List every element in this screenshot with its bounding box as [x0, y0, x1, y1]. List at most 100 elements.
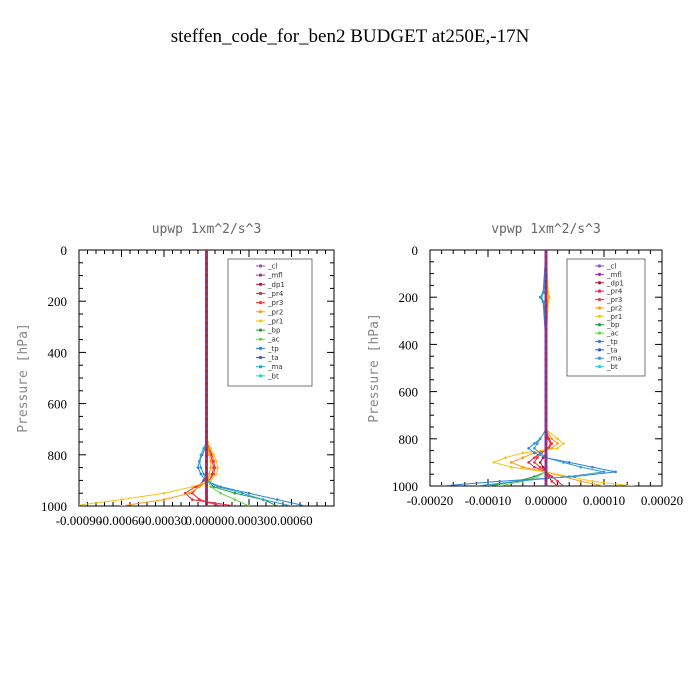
- series-point: [567, 475, 571, 478]
- series-point: [198, 459, 201, 463]
- series-point: [562, 461, 565, 464]
- series-point: [556, 479, 559, 483]
- series-point: [498, 479, 501, 483]
- series-point: [550, 475, 554, 478]
- series-point: [162, 498, 166, 501]
- series-point: [533, 456, 536, 459]
- series-point: [533, 451, 536, 455]
- legend-label: _mfl: [606, 271, 622, 279]
- legend-label: _pr3: [606, 296, 622, 304]
- series-point: [538, 437, 542, 441]
- series-point: [602, 484, 606, 486]
- series-point: [548, 295, 551, 299]
- series-point: [212, 453, 215, 457]
- series-point: [208, 453, 211, 457]
- series-point: [542, 300, 545, 304]
- series-point: [550, 437, 554, 441]
- series-point: [547, 291, 550, 294]
- series-point: [533, 465, 536, 469]
- series-point: [536, 442, 539, 445]
- legend-label: _ac: [606, 330, 619, 338]
- legend-marker: [597, 365, 602, 369]
- series-point: [199, 472, 203, 476]
- series-point: [191, 491, 194, 495]
- legend-label: _ma: [267, 363, 283, 371]
- legend-marker: [597, 272, 602, 276]
- series-point: [162, 491, 166, 495]
- legend-label: _pr1: [267, 317, 283, 325]
- series-point: [188, 491, 191, 495]
- legend-marker: [597, 306, 602, 310]
- legend-marker: [258, 365, 263, 369]
- series-point: [212, 459, 215, 463]
- y-tick-label: 600: [48, 397, 68, 412]
- y-tick-label: 1000: [41, 499, 67, 514]
- series-point: [562, 484, 565, 486]
- series-point: [191, 498, 194, 501]
- legend: _cl_mfl_dp1_pr4_pr3_pr2_pr1_bp_ac_tp_ta_…: [227, 258, 313, 387]
- series-point: [509, 461, 513, 464]
- legend-marker: [597, 264, 602, 268]
- chart-panel-vpwp: vpwp 1xm^2/s^3 Pressure [hPa] 0 200 400 600 80…: [367, 222, 683, 508]
- series-point: [614, 470, 617, 474]
- series-point: [556, 437, 559, 441]
- series-point: [567, 461, 571, 464]
- legend-label: _ta: [267, 354, 279, 362]
- legend-label: _cl: [606, 263, 616, 271]
- series-point: [215, 472, 218, 476]
- legend-marker: [597, 314, 602, 318]
- y-tick-label: 200: [48, 294, 68, 309]
- legend-label: _ac: [267, 336, 280, 344]
- legend-label: _bt: [267, 372, 279, 380]
- legend-label: _ma: [606, 355, 622, 363]
- legend-label: _dp1: [267, 281, 285, 289]
- series-point: [556, 484, 559, 486]
- series-point: [247, 504, 251, 506]
- legend-marker: [597, 356, 602, 360]
- series-point: [540, 295, 543, 299]
- series-point: [198, 485, 201, 489]
- series-point: [208, 472, 211, 476]
- chart-panel-upwp: upwp 1xm^2/s^3 Pressure [hPa] 0 200 400 600 80…: [16, 222, 335, 528]
- chart-title: vpwp 1xm^2/s^3: [491, 222, 601, 237]
- series-point: [533, 442, 536, 445]
- legend-box: [227, 258, 313, 387]
- legend-marker: [258, 310, 263, 314]
- legend-box: [566, 258, 646, 377]
- series-point: [579, 465, 583, 469]
- x-tick-label: 0.00010: [583, 493, 625, 508]
- series-point: [515, 479, 519, 483]
- y-tick-label: 0: [412, 243, 419, 258]
- series-point: [521, 456, 525, 459]
- x-tick-label: 0.00000: [185, 513, 227, 528]
- legend-marker: [597, 289, 602, 293]
- series-point: [212, 485, 215, 489]
- legend-marker: [258, 264, 263, 268]
- series-point: [533, 446, 536, 450]
- legend-marker: [597, 281, 602, 285]
- legend-marker: [258, 328, 263, 332]
- series-point: [290, 504, 293, 506]
- series-point: [209, 459, 213, 463]
- series-point: [602, 470, 606, 474]
- series-point: [521, 465, 525, 469]
- series-point: [492, 461, 496, 464]
- series-point: [213, 466, 217, 469]
- series-point: [209, 447, 213, 450]
- series-point: [549, 442, 552, 445]
- series-point: [547, 300, 550, 304]
- x-tick-label: 0.00000: [525, 493, 567, 508]
- series-point: [261, 498, 265, 501]
- series-point: [216, 485, 220, 489]
- y-tick-label: 1000: [392, 479, 418, 494]
- legend-marker: [258, 355, 263, 360]
- legend-label: _dp1: [606, 279, 624, 287]
- x-tick-label: -0.00030: [141, 513, 188, 528]
- series-point: [199, 466, 203, 469]
- series-point: [202, 472, 205, 476]
- y-tick-label: 400: [399, 337, 419, 352]
- x-tick-label: -0.00060: [98, 513, 145, 528]
- legend-label: _bt: [606, 363, 618, 371]
- series-point: [233, 504, 237, 506]
- series-point: [276, 498, 279, 501]
